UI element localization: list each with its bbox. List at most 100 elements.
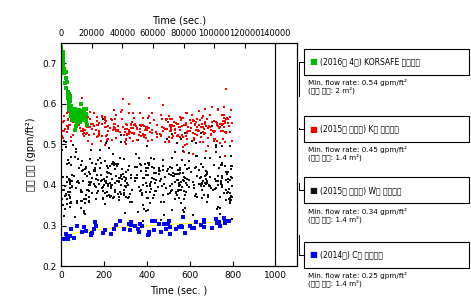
Point	[65, 158, 72, 163]
Point	[127, 125, 135, 130]
Point	[136, 123, 144, 128]
Point	[164, 167, 171, 172]
Point	[212, 142, 219, 147]
Point	[122, 183, 130, 188]
Point	[65, 89, 72, 94]
Point	[57, 45, 65, 50]
Point	[112, 188, 119, 193]
Point	[172, 190, 179, 195]
Point	[66, 189, 74, 194]
Point	[137, 188, 144, 193]
Point	[162, 118, 170, 122]
Point	[223, 218, 231, 223]
Point	[227, 163, 235, 168]
Point	[220, 215, 228, 220]
Point	[138, 192, 145, 197]
Point	[58, 55, 66, 60]
Point	[145, 231, 152, 236]
Point	[206, 175, 214, 180]
Point	[191, 119, 198, 124]
Point	[86, 170, 93, 175]
Point	[95, 133, 102, 138]
Point	[169, 123, 176, 128]
Point	[64, 127, 71, 132]
Point	[201, 218, 208, 222]
Point	[125, 221, 132, 226]
Point	[107, 232, 114, 237]
Point	[84, 131, 91, 136]
Point	[102, 227, 109, 232]
Point	[83, 173, 90, 178]
Text: ■: ■	[309, 250, 317, 259]
Point	[107, 182, 115, 187]
Point	[121, 130, 129, 135]
Point	[91, 183, 98, 188]
Point	[120, 157, 128, 162]
Point	[91, 166, 99, 170]
Point	[222, 130, 230, 135]
Point	[165, 172, 173, 177]
Point	[210, 137, 218, 142]
Point	[73, 121, 81, 126]
Point	[208, 132, 215, 137]
Point	[165, 218, 173, 223]
Point	[66, 122, 73, 127]
Point	[67, 226, 75, 231]
Point	[150, 196, 157, 200]
Point	[81, 172, 89, 177]
Point	[140, 176, 148, 181]
Point	[112, 116, 119, 121]
Point	[90, 169, 97, 174]
Point	[59, 64, 66, 69]
Point	[195, 182, 203, 187]
Point	[221, 119, 229, 124]
Point	[178, 187, 185, 192]
Point	[66, 181, 73, 185]
Point	[80, 209, 88, 214]
Point	[88, 231, 95, 236]
Point	[181, 130, 189, 135]
Point	[217, 155, 224, 160]
Point	[218, 144, 226, 149]
Point	[195, 129, 202, 133]
Point	[72, 121, 80, 126]
Point	[126, 129, 134, 134]
Point	[121, 193, 128, 198]
Point	[68, 103, 75, 108]
Point	[158, 112, 165, 117]
Point	[176, 125, 183, 130]
Point	[139, 202, 146, 207]
Point	[210, 129, 218, 134]
Point	[174, 188, 182, 193]
Point	[177, 223, 185, 228]
Point	[188, 139, 195, 144]
Point	[213, 220, 221, 225]
Point	[126, 200, 134, 205]
Point	[147, 186, 154, 191]
Point	[69, 107, 76, 112]
Point	[122, 176, 130, 181]
Point	[72, 117, 80, 122]
Point	[69, 114, 76, 119]
Point	[67, 138, 75, 143]
Point	[211, 129, 219, 134]
Point	[93, 191, 100, 196]
Point	[152, 170, 160, 175]
Point	[168, 188, 175, 193]
Point	[128, 123, 135, 128]
Point	[113, 136, 120, 140]
Point	[177, 136, 185, 141]
Point	[59, 50, 67, 54]
Point	[176, 134, 184, 139]
Point	[118, 107, 126, 112]
Point	[79, 95, 86, 100]
Point	[94, 177, 102, 182]
Point	[192, 164, 200, 169]
Point	[101, 116, 109, 121]
Point	[80, 106, 88, 111]
Point	[168, 166, 176, 171]
Point	[79, 189, 86, 194]
Point	[214, 124, 222, 129]
Point	[216, 124, 223, 129]
Point	[193, 132, 201, 137]
